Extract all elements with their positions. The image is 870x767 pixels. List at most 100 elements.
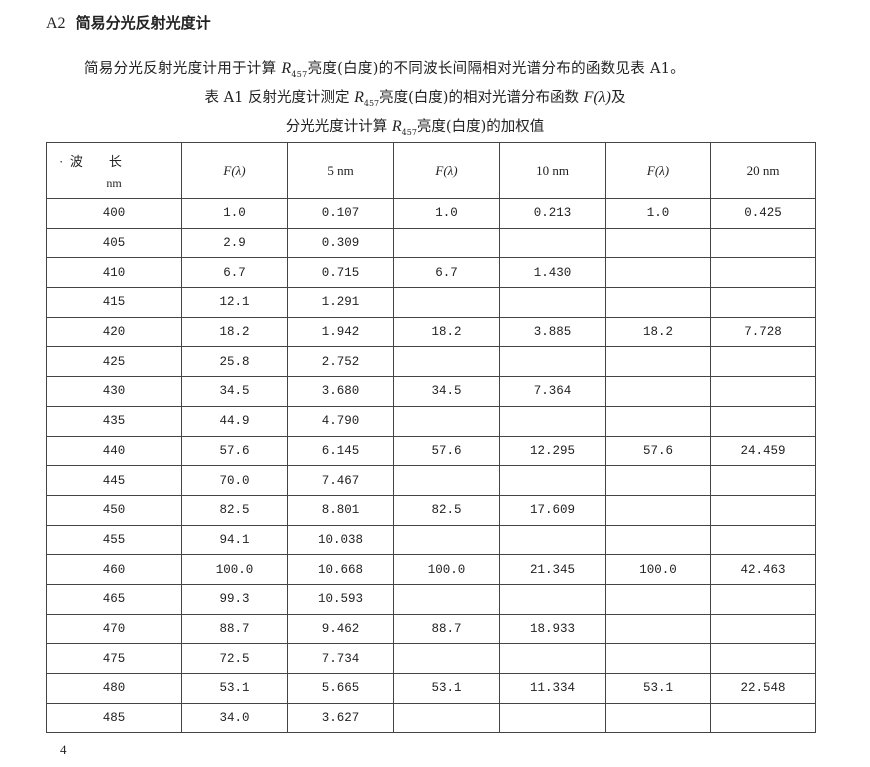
symbol-r: R: [391, 118, 402, 135]
table-row: 485 34.0 3.627: [46, 702, 816, 734]
table-cell: 88.7: [393, 613, 500, 645]
table-cell: [605, 702, 711, 734]
table-cell: 17.609: [499, 494, 606, 526]
subscript: 457: [291, 69, 308, 79]
table-cell: 18.2: [393, 316, 500, 348]
table-row: 420 18.2 1.942 18.2 3.885 18.2 7.728: [46, 316, 816, 348]
caption-text: 分光光度计计算: [285, 119, 392, 135]
table-cell: 18.933: [499, 613, 606, 645]
table-cell: [499, 287, 606, 318]
table-cell: [393, 405, 500, 437]
table-cell: 10.038: [287, 524, 394, 556]
table-cell: [499, 583, 606, 615]
table-cell: 12.1: [181, 287, 288, 318]
table-cell: 100.0: [181, 554, 288, 585]
table-cell: [605, 376, 711, 407]
table-cell: 5.665: [287, 673, 394, 704]
table-cell: 420: [46, 316, 182, 348]
table-cell: 42.463: [710, 554, 816, 585]
table-cell: 475: [46, 643, 182, 674]
table-cell: [393, 287, 500, 318]
table-cell: 11.334: [499, 673, 606, 704]
table-cell: 4.790: [287, 405, 394, 437]
table-cell: 0.309: [287, 227, 394, 259]
section-title: 简易分光反射光度计: [75, 14, 211, 32]
table-cell: [605, 346, 711, 378]
table-cell: 100.0: [393, 554, 500, 585]
paragraph-text: 简易分光反射光度计用于计算: [84, 61, 282, 77]
table-cell: [710, 405, 816, 437]
table-cell: 435: [46, 405, 182, 437]
table-cell: [499, 702, 606, 734]
spectral-table: · 波 长 nm F(λ) 5 nm F(λ) 10 nm F(λ) 20 nm…: [46, 142, 816, 734]
table-cell: 2.752: [287, 346, 394, 378]
table-row: 430 34.5 3.680 34.5 7.364: [46, 376, 816, 407]
table-cell: 100.0: [605, 554, 711, 585]
table-cell: 99.3: [181, 583, 288, 615]
subscript: 457: [401, 127, 417, 137]
table-cell: 1.942: [287, 316, 394, 348]
table-cell: 21.345: [499, 554, 606, 585]
caption-text: 亮度(白度)的加权值: [416, 119, 545, 135]
table-cell: 425: [46, 346, 182, 378]
table-cell: 470: [46, 613, 182, 645]
header-cell: F(λ): [605, 142, 711, 199]
table-cell: [499, 643, 606, 674]
table-cell: 450: [46, 494, 182, 526]
table-cell: [710, 227, 816, 259]
table-cell: 10.593: [287, 583, 394, 615]
caption-text: 表 A1 反射光度计测定: [204, 90, 355, 106]
header-cell: F(λ): [181, 142, 288, 199]
caption-text: 及: [610, 90, 626, 106]
table-cell: 53.1: [181, 673, 288, 704]
table-row: 450 82.5 8.801 82.5 17.609: [46, 494, 816, 526]
table-cell: [710, 376, 816, 407]
table-caption-line2: 分光光度计计算 R457亮度(白度)的加权值: [0, 115, 850, 137]
table-cell: 7.734: [287, 643, 394, 674]
table-cell: 22.548: [710, 673, 816, 704]
table-cell: 445: [46, 465, 182, 496]
symbol-r: R: [281, 60, 292, 77]
table-cell: [710, 613, 816, 645]
table-cell: [605, 287, 711, 318]
table-cell: 34.5: [393, 376, 500, 407]
table-row: 445 70.0 7.467: [46, 465, 816, 496]
table-cell: [605, 227, 711, 259]
paragraph-text: 亮度(白度)的不同波长间隔相对光谱分布的函数见表 A1。: [307, 61, 686, 77]
table-cell: 440: [46, 435, 182, 467]
table-cell: 57.6: [393, 435, 500, 467]
table-cell: 1.430: [499, 257, 606, 289]
table-row: 415 12.1 1.291: [46, 287, 816, 318]
table-cell: 460: [46, 554, 182, 585]
table-cell: [499, 405, 606, 437]
table-cell: 400: [46, 198, 182, 229]
table-cell: 405: [46, 227, 182, 259]
table-cell: 88.7: [181, 613, 288, 645]
table-cell: [393, 227, 500, 259]
table-cell: [393, 583, 500, 615]
table-cell: 0.715: [287, 257, 394, 289]
table-caption-line1: 表 A1 反射光度计测定 R457亮度(白度)的相对光谱分布函数 F(λ)及: [0, 86, 850, 108]
table-cell: [605, 643, 711, 674]
table-cell: 70.0: [181, 465, 288, 496]
unit-label: nm: [106, 175, 122, 190]
table-cell: 6.145: [287, 435, 394, 467]
table-cell: 53.1: [393, 673, 500, 704]
table-cell: 410: [46, 257, 182, 289]
table-cell: 3.627: [287, 702, 394, 734]
table-row: 480 53.1 5.665 53.1 11.334 53.1 22.548: [46, 673, 816, 704]
table-cell: 0.213: [499, 198, 606, 229]
table-cell: 72.5: [181, 643, 288, 674]
table-cell: 12.295: [499, 435, 606, 467]
table-cell: 455: [46, 524, 182, 556]
table-cell: [710, 257, 816, 289]
table-cell: [393, 346, 500, 378]
table-cell: 53.1: [605, 673, 711, 704]
table-cell: 0.107: [287, 198, 394, 229]
table-cell: 57.6: [181, 435, 288, 467]
table-cell: 25.8: [181, 346, 288, 378]
table-cell: 1.291: [287, 287, 394, 318]
table-row: 460 100.0 10.668 100.0 21.345 100.0 42.463: [46, 554, 816, 585]
table-cell: [710, 524, 816, 556]
table-row: 465 99.3 10.593: [46, 583, 816, 615]
